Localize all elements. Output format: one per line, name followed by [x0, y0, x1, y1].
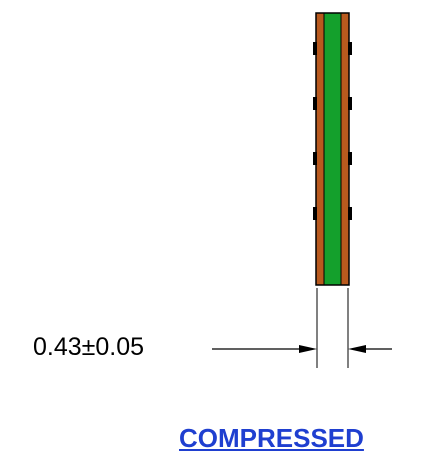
strip-outline [315, 12, 350, 286]
thickness-dimension-label: 0.43±0.05 [33, 333, 145, 361]
edge-notches [313, 42, 352, 220]
dimension-annotation [212, 288, 392, 368]
arrow-right-icon [299, 345, 317, 353]
copper-layer-right [340, 12, 350, 286]
compressed-caption[interactable]: COMPRESSED [179, 423, 364, 453]
green-core [323, 12, 342, 286]
copper-layer-left [315, 12, 325, 286]
laminate-strip [313, 12, 352, 286]
arrow-left-icon [348, 345, 366, 353]
